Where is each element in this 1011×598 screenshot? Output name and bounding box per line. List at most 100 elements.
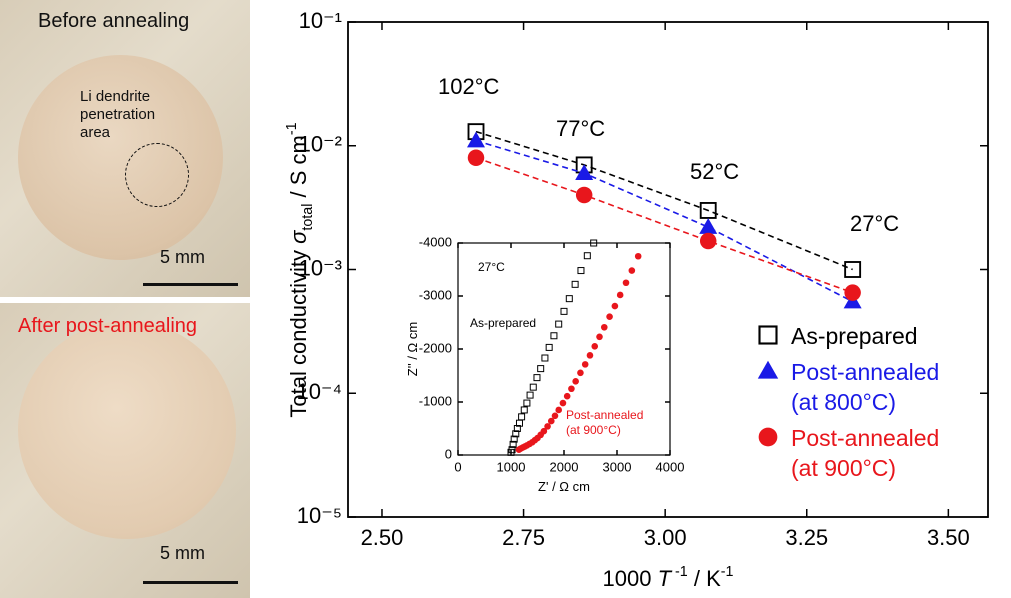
marker — [545, 343, 553, 351]
marker — [581, 361, 589, 368]
marker — [555, 406, 562, 414]
xlabel-part: / K — [688, 566, 721, 591]
xlabel-part: 1000 — [603, 566, 658, 591]
y-tick-label: 10⁻⁴ — [296, 379, 342, 404]
photo-after: After post-annealing 5 mm — [0, 303, 250, 598]
marker — [544, 423, 551, 430]
x-tick-label: 2000 — [550, 459, 579, 474]
marker — [515, 419, 523, 427]
marker — [520, 406, 528, 414]
marker — [559, 399, 567, 407]
marker — [550, 332, 558, 340]
inset-background — [410, 235, 682, 497]
marker — [563, 392, 571, 400]
x-tick-label: 2.50 — [361, 525, 404, 550]
marker — [699, 218, 718, 234]
marker — [540, 427, 548, 435]
annotation: 77°C — [556, 116, 605, 141]
fit-line — [475, 130, 853, 271]
ylabel-part: Total conductivity — [286, 244, 311, 418]
marker — [628, 267, 636, 274]
marker — [590, 239, 598, 247]
legend: As-prepared Post-annealed (at 800°C) Post-… — [753, 321, 963, 489]
marker — [622, 279, 630, 287]
ylabel-part: Z'' / Ω cm — [405, 322, 420, 376]
fit-line — [475, 156, 853, 294]
marker — [537, 365, 545, 373]
scale-bar — [143, 581, 238, 584]
marker — [512, 430, 520, 438]
marker — [568, 385, 575, 393]
pellet — [18, 321, 236, 539]
pellet — [18, 55, 223, 260]
y-tick-label: 0 — [445, 446, 452, 461]
legend-item: Post-annealed (at 900°C) — [753, 423, 963, 483]
y-tick-label: -3000 — [419, 287, 452, 302]
marker — [577, 369, 584, 377]
marker — [758, 325, 778, 345]
marker — [577, 267, 585, 275]
marker — [606, 313, 613, 320]
marker — [518, 413, 526, 421]
ylabel-part: -1 — [284, 122, 300, 135]
legend-item: Post-annealed (at 800°C) — [753, 357, 963, 417]
ylabel-part: σ — [286, 230, 311, 244]
x-tick-label: 0 — [454, 459, 461, 474]
fit-line — [475, 139, 854, 303]
x-tick-label: 4000 — [656, 459, 685, 474]
marker — [596, 333, 603, 341]
marker — [523, 399, 531, 407]
marker — [547, 417, 555, 425]
photo-caption: Before annealing — [38, 10, 190, 32]
marker — [555, 320, 563, 328]
marker — [510, 435, 518, 443]
marker — [699, 232, 717, 250]
legend-label: As-prepared — [791, 323, 918, 349]
legend-marker — [758, 325, 778, 345]
marker — [533, 374, 541, 382]
annotation: 27°C — [478, 260, 505, 274]
dashed-circle — [125, 143, 189, 207]
marker — [699, 202, 717, 219]
xlabel-part: -1 — [721, 564, 734, 580]
marker — [844, 284, 861, 301]
marker — [575, 164, 594, 180]
xlabel-part: T — [658, 566, 673, 591]
marker — [513, 425, 521, 432]
marker — [583, 252, 591, 260]
ylabel-part: total — [300, 204, 316, 231]
marker — [586, 352, 594, 359]
x-tick-label: 3000 — [603, 459, 632, 474]
marker — [509, 440, 517, 448]
photo-annotation: Li dendrite penetration area — [80, 88, 156, 141]
marker — [757, 360, 779, 379]
marker — [616, 291, 624, 299]
legend-marker — [757, 360, 779, 379]
photo-caption: After post-annealing — [18, 315, 198, 337]
marker — [634, 252, 642, 260]
marker — [508, 446, 516, 454]
xlabel-part: -1 — [671, 564, 688, 580]
marker — [467, 131, 485, 148]
scale-bar — [143, 283, 238, 286]
legend-label: Post-annealed (at 900°C) — [791, 425, 940, 481]
y-tick-label: 10⁻³ — [299, 255, 342, 280]
ylabel: Total conductivity σtotal / S cm-1 — [284, 122, 316, 417]
marker — [560, 307, 568, 315]
marker — [572, 378, 579, 385]
marker — [529, 383, 537, 391]
y-tick-label: -2000 — [419, 340, 452, 355]
legend-label: Post-annealed (at 800°C) — [791, 359, 940, 415]
annotation: 102°C — [438, 74, 500, 99]
annotation: 27°C — [850, 211, 899, 236]
marker — [575, 186, 593, 204]
scale-label: 5 mm — [160, 543, 205, 563]
marker — [551, 412, 559, 420]
marker — [600, 323, 608, 331]
x-tick-label: 2.75 — [502, 525, 545, 550]
marker — [844, 261, 862, 278]
y-tick-label: 10⁻¹ — [299, 8, 342, 33]
legend-marker — [758, 427, 778, 447]
